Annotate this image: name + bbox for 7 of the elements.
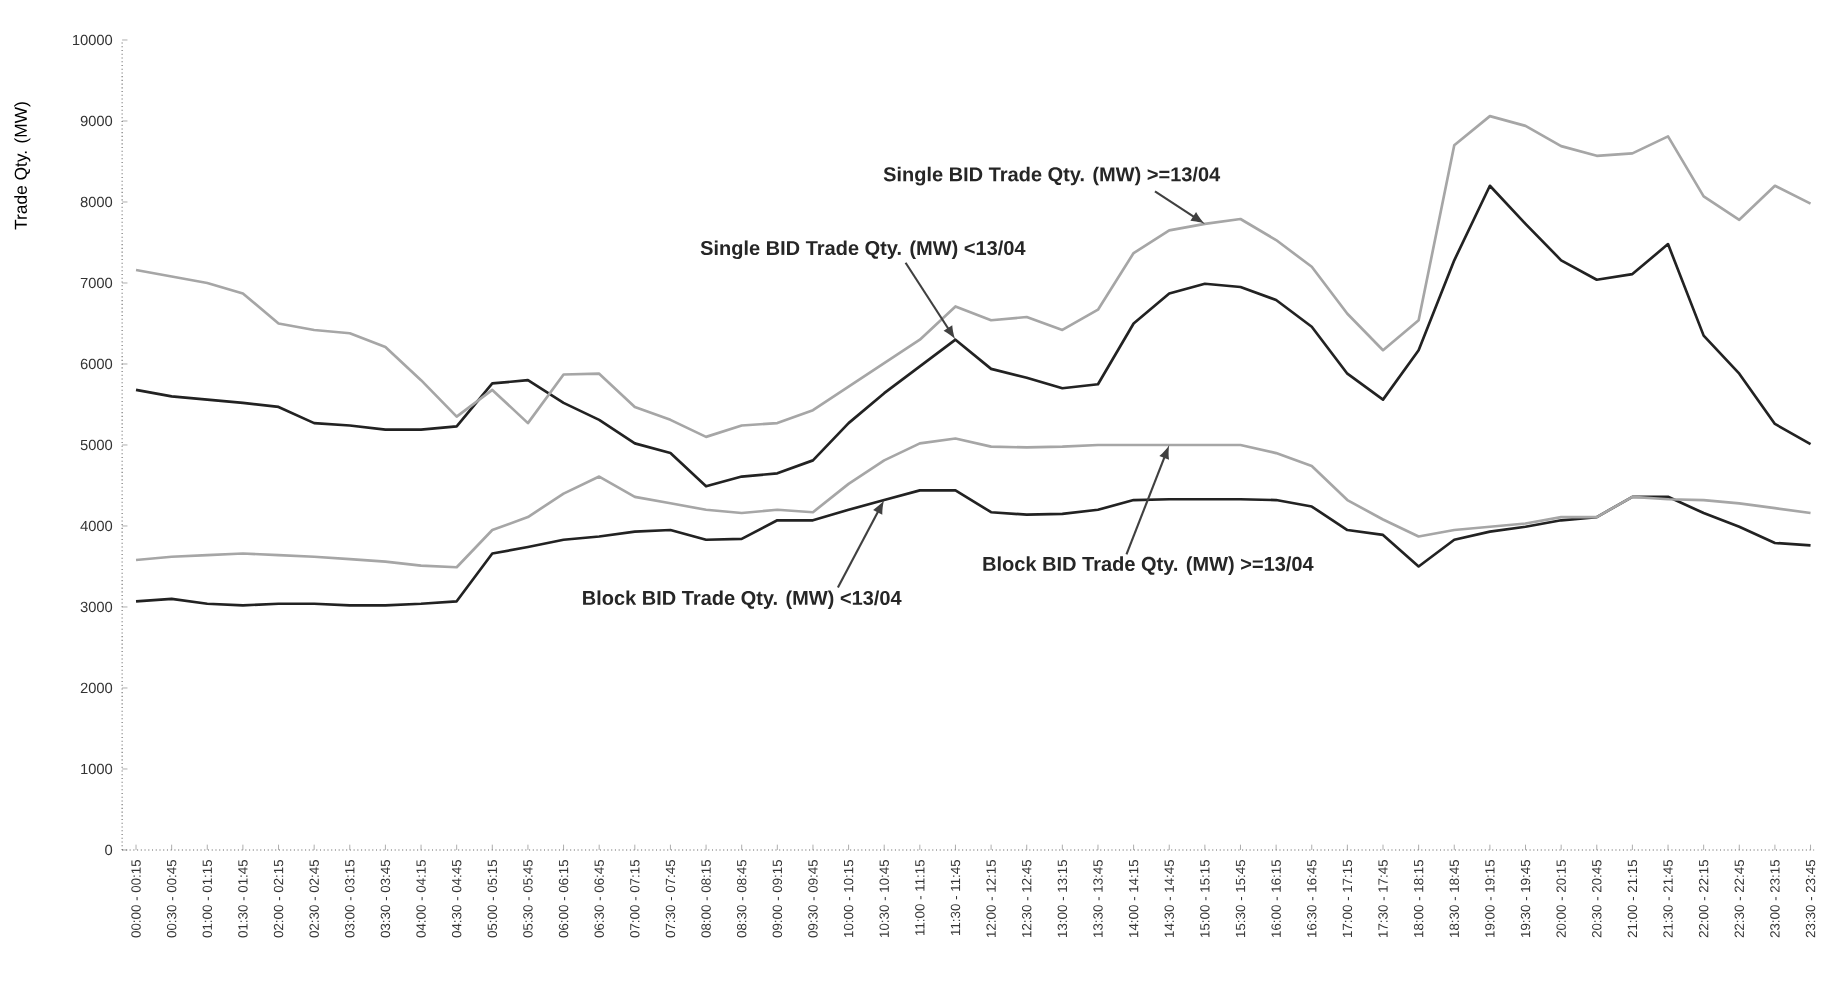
annotation: Block BID Trade Qty. (MW) <13/04: [583, 590, 902, 609]
line-series: [134, 184, 1812, 488]
annotation: Single BID Trade Qty. (MW) >=13/04: [883, 166, 1221, 186]
y-axis-title: Trade Qty. (MW): [14, 102, 31, 230]
line-series: [134, 114, 1812, 439]
annotation: Block BID Trade Qty. (MW) >=13/04: [983, 556, 1314, 575]
annotation: Single BID Trade Qty. (MW) <13/04: [700, 240, 1026, 260]
